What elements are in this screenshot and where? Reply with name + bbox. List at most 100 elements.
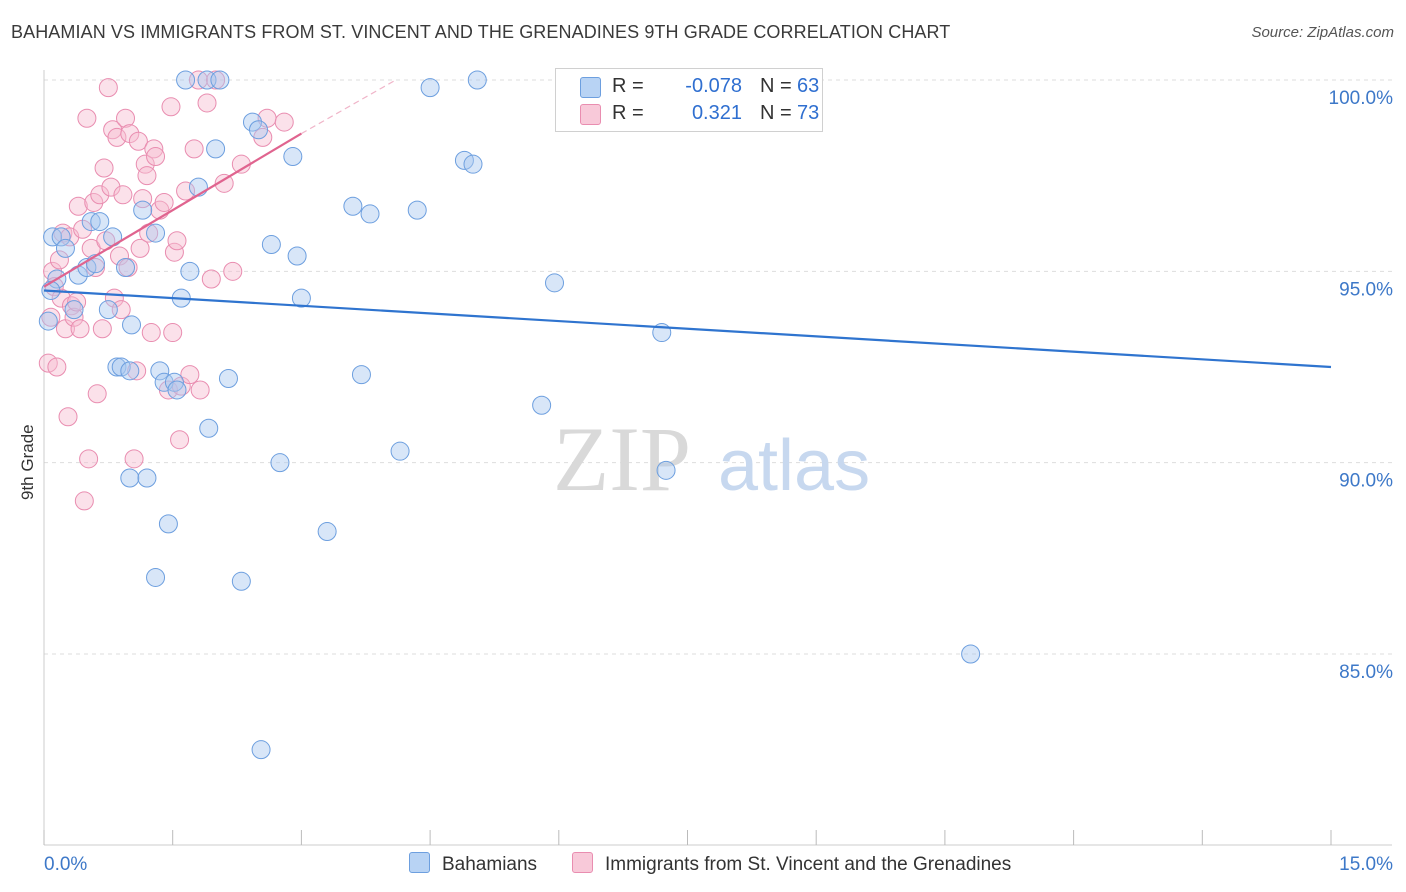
data-point-immigrants — [107, 127, 127, 147]
data-point-bahamians — [176, 70, 196, 90]
data-point-bahamians — [199, 418, 219, 438]
data-point-bahamians — [532, 395, 552, 415]
data-point-bahamians — [270, 453, 290, 473]
data-point-bahamians — [164, 372, 184, 392]
data-point-immigrants — [130, 238, 150, 258]
watermark-zip: ZIP — [553, 408, 691, 510]
data-point-bahamians — [249, 120, 268, 140]
data-point-bahamians — [167, 380, 187, 400]
data-point-bahamians — [420, 78, 440, 98]
legend-swatch-blue — [409, 852, 430, 873]
legend-n-label: N = — [760, 75, 792, 97]
data-point-immigrants — [47, 357, 67, 377]
legend-n-value: 63 — [797, 75, 820, 97]
data-point-bahamians — [150, 361, 170, 381]
data-point-immigrants — [170, 430, 190, 450]
data-point-immigrants — [154, 192, 174, 212]
data-point-immigrants — [92, 319, 112, 339]
y-tick-label: 90.0% — [1339, 471, 1393, 492]
data-point-bahamians — [283, 147, 303, 167]
data-point-bahamians — [467, 70, 487, 90]
data-point-bahamians — [146, 223, 166, 243]
data-point-bahamians — [120, 468, 140, 488]
data-point-bahamians — [137, 468, 157, 488]
bottom-legend-immigrants: Immigrants from St. Vincent and the Gren… — [572, 852, 1011, 876]
data-point-immigrants — [87, 384, 107, 404]
data-point-immigrants — [161, 97, 181, 117]
data-point-immigrants — [111, 300, 131, 320]
series-bahamians-points — [38, 70, 981, 760]
data-point-bahamians — [197, 70, 217, 90]
data-point-immigrants — [84, 192, 104, 212]
data-point-bahamians — [64, 300, 84, 320]
data-point-immigrants — [124, 449, 144, 469]
bottom-legend-bahamians: Bahamians — [409, 852, 537, 876]
data-point-bahamians — [116, 258, 136, 278]
data-point-bahamians — [656, 460, 676, 480]
data-point-bahamians — [122, 315, 142, 335]
y-tick-label: 85.0% — [1339, 662, 1393, 683]
data-point-bahamians — [133, 200, 153, 220]
data-point-immigrants — [137, 166, 157, 186]
data-point-bahamians — [180, 261, 200, 281]
data-point-immigrants — [49, 250, 69, 270]
data-point-bahamians — [85, 254, 105, 274]
y-tick-label: 100.0% — [1329, 88, 1394, 109]
tick-labels: 100.0% 95.0% 90.0% 85.0% 0.0% 15.0% — [44, 88, 1393, 875]
data-point-bahamians — [390, 441, 410, 461]
series-immigrants-points — [38, 70, 294, 511]
legend-r-label: R = — [612, 102, 644, 124]
data-point-immigrants — [128, 131, 148, 151]
data-point-bahamians — [218, 368, 238, 388]
data-point-immigrants — [101, 177, 121, 197]
legend-r-label: R = — [612, 75, 644, 97]
watermark-atlas: atlas — [718, 426, 870, 506]
x-tick-label: 15.0% — [1339, 854, 1393, 875]
data-point-immigrants — [274, 112, 294, 132]
data-point-immigrants — [116, 108, 136, 128]
data-point-bahamians — [231, 571, 251, 591]
data-point-immigrants — [113, 185, 133, 205]
data-point-immigrants — [214, 173, 234, 193]
data-point-bahamians — [90, 212, 110, 232]
data-point-immigrants — [144, 139, 164, 159]
data-point-immigrants — [197, 93, 217, 113]
data-point-immigrants — [127, 361, 147, 381]
trend-lines — [43, 79, 1332, 369]
data-point-immigrants — [79, 449, 99, 469]
data-point-immigrants — [133, 189, 153, 209]
legend-n-label: N = — [760, 102, 792, 124]
source-label: Source: ZipAtlas.com — [1251, 24, 1394, 41]
data-point-immigrants — [223, 261, 243, 281]
chart-title: BAHAMIAN VS IMMIGRANTS FROM ST. VINCENT … — [11, 22, 951, 42]
legend-swatch-blue — [580, 77, 601, 98]
data-point-immigrants — [180, 365, 200, 385]
data-point-immigrants — [146, 147, 166, 167]
data-point-immigrants — [201, 269, 221, 289]
legend-swatch-pink — [572, 852, 593, 873]
data-point-immigrants — [77, 108, 97, 128]
data-point-bahamians — [107, 357, 127, 377]
data-point-bahamians — [351, 365, 371, 385]
legend-label-bahamians: Bahamians — [442, 854, 538, 875]
data-point-bahamians — [317, 522, 337, 542]
trend-line-bahamians — [43, 289, 1332, 369]
data-point-immigrants — [164, 242, 184, 262]
data-point-immigrants — [167, 231, 187, 251]
legend-r-value: -0.078 — [685, 75, 742, 97]
data-point-immigrants — [58, 407, 78, 427]
y-tick-label: 95.0% — [1339, 279, 1393, 300]
data-point-bahamians — [463, 154, 483, 174]
y-axis-label: 9th Grade — [18, 424, 37, 500]
legend-r-value: 0.321 — [691, 102, 742, 124]
data-point-immigrants — [184, 139, 204, 159]
data-point-bahamians — [120, 361, 140, 381]
data-point-bahamians — [188, 177, 208, 197]
data-point-bahamians — [261, 235, 281, 255]
data-point-bahamians — [961, 644, 981, 664]
axes — [43, 70, 1392, 846]
data-point-bahamians — [206, 139, 226, 159]
data-point-immigrants — [68, 196, 88, 216]
data-point-bahamians — [146, 567, 166, 587]
data-point-immigrants — [94, 158, 114, 178]
